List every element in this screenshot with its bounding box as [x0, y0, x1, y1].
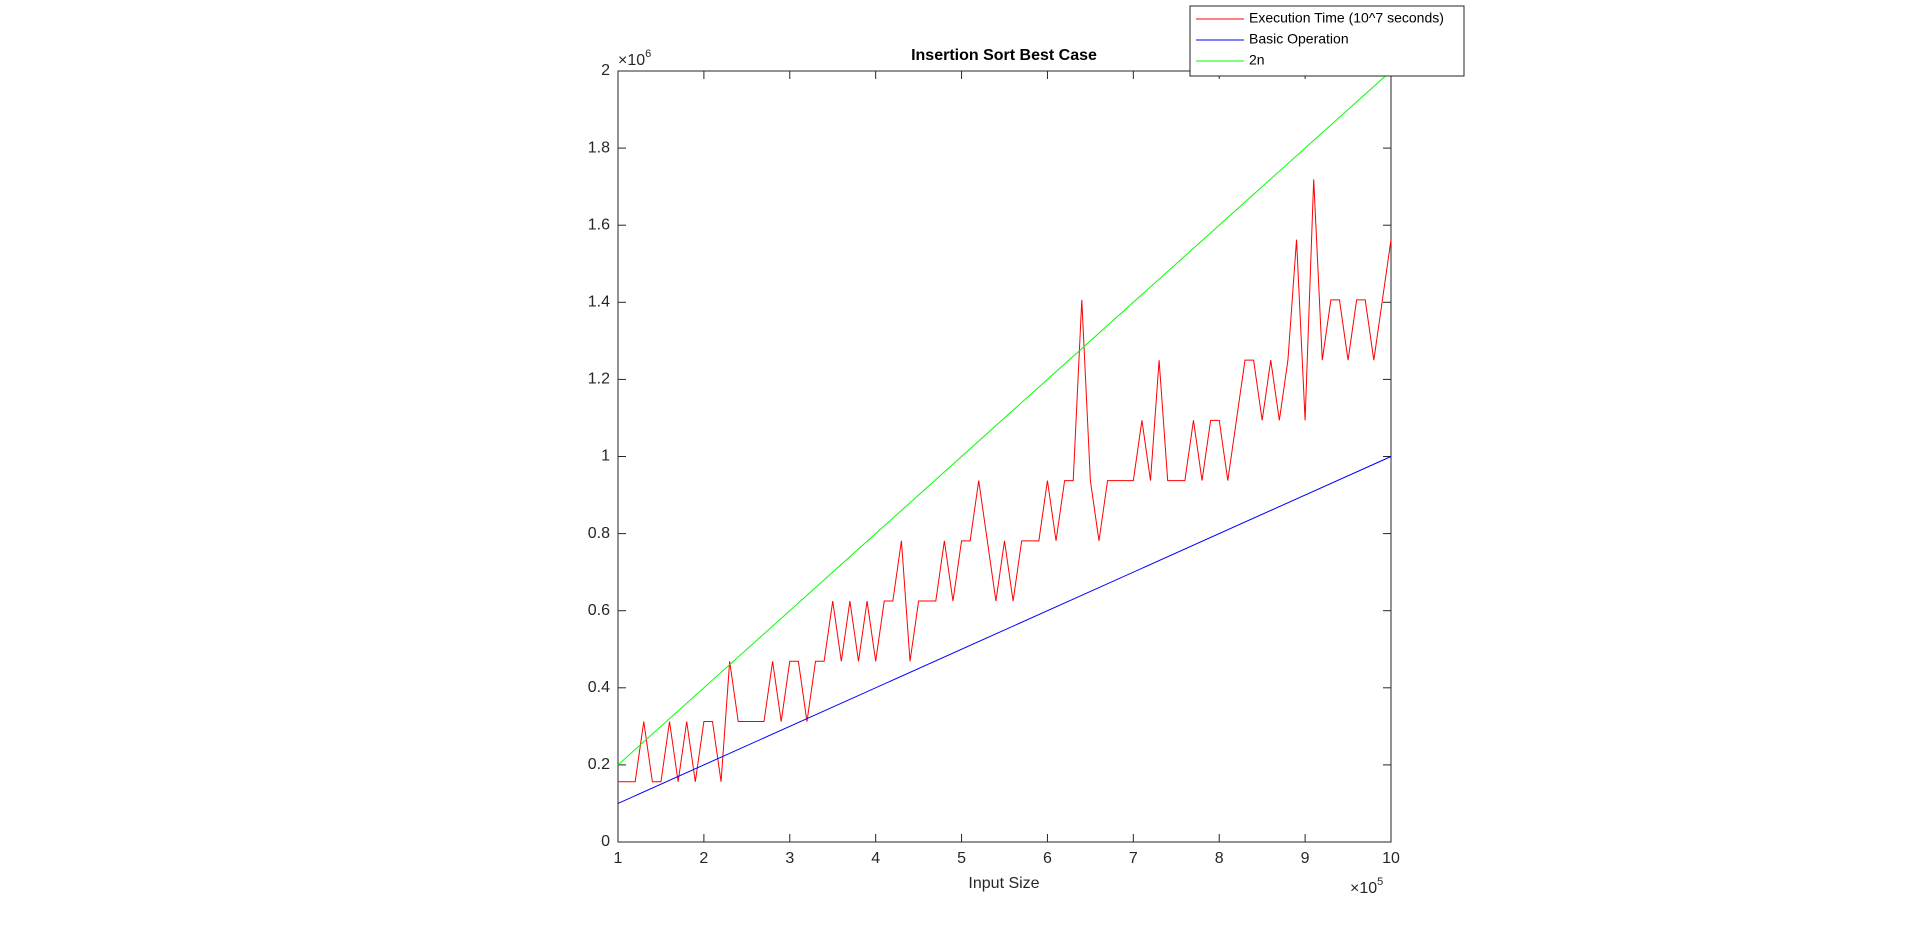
x-tick-label: 2 — [699, 850, 708, 867]
y-tick-label: 0.6 — [588, 602, 610, 619]
y-tick-label: 2 — [601, 62, 610, 79]
x-multiplier-base: ×10 — [1350, 880, 1377, 897]
x-tick-label: 7 — [1129, 850, 1138, 867]
y-tick-label: 0.4 — [588, 679, 610, 696]
x-multiplier: ×105 — [1350, 876, 1383, 897]
y-tick-label: 1 — [601, 448, 610, 465]
y-tick-label: 1.6 — [588, 216, 610, 233]
data-line — [617, 70, 1392, 766]
y-multiplier-base: ×10 — [618, 52, 645, 69]
legend-label: 2n — [1249, 52, 1265, 68]
data-line — [618, 179, 1392, 783]
data-line — [617, 456, 1392, 804]
x-tick-label: 8 — [1215, 850, 1224, 867]
x-multiplier-power: 5 — [1377, 876, 1383, 888]
x-tick-label: 4 — [871, 850, 880, 867]
x-tick-label: 10 — [1382, 850, 1400, 867]
y-multiplier: ×106 — [618, 48, 651, 69]
y-multiplier-power: 6 — [645, 48, 651, 60]
y-tick-label: 1.2 — [588, 371, 610, 388]
x-tick-label: 5 — [957, 850, 966, 867]
y-tick-label: 1.4 — [588, 294, 610, 311]
x-tick-label: 1 — [614, 850, 623, 867]
x-tick-label: 6 — [1043, 850, 1052, 867]
legend-label: Execution Time (10^7 seconds) — [1249, 10, 1444, 26]
legend-box — [1189, 5, 1465, 77]
x-tick-label: 3 — [785, 850, 794, 867]
y-tick-label: 0 — [601, 833, 610, 850]
y-tick-label: 0.8 — [588, 525, 610, 542]
chart-title: Insertion Sort Best Case — [911, 47, 1097, 64]
legend-label: Basic Operation — [1249, 31, 1349, 47]
y-tick-label: 1.8 — [588, 139, 610, 156]
x-axis-label: Input Size — [968, 875, 1039, 892]
plot-area — [617, 70, 1392, 843]
x-tick-label: 9 — [1301, 850, 1310, 867]
y-tick-label: 0.2 — [588, 756, 610, 773]
